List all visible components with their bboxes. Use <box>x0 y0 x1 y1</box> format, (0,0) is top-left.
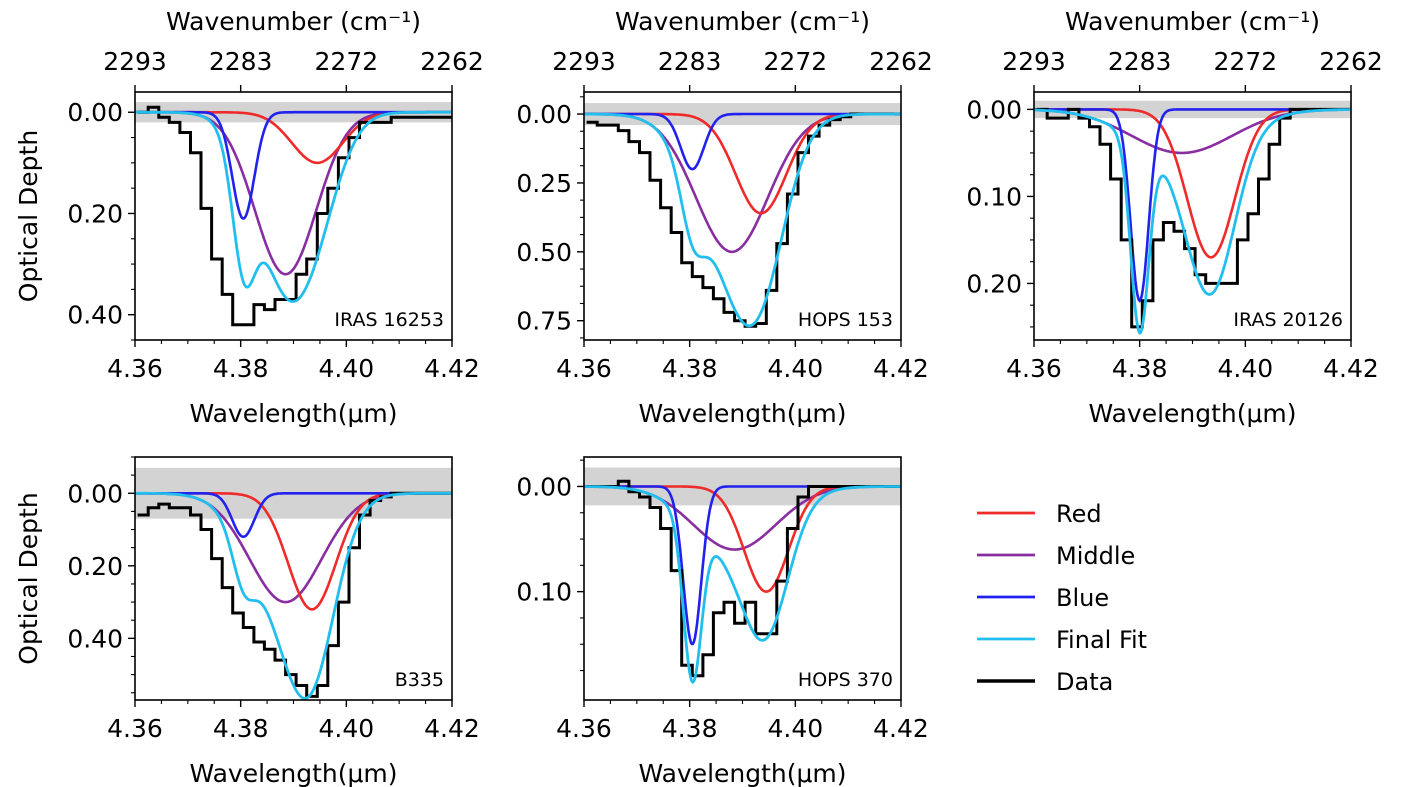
panel-3: 4.36 4.38 4.40 4.42 Wavelength(μm) 0.00 0.10 0.… <box>966 7 1382 428</box>
source-label: HOPS 370 <box>798 669 893 691</box>
y-tick-label: 0.10 <box>516 578 572 607</box>
source-label: B335 <box>395 669 444 691</box>
y-tick-label: 0.40 <box>67 301 123 330</box>
y-tick-label: 0.20 <box>966 269 1022 298</box>
x-axis-label: Wavelength(μm) <box>1088 399 1296 428</box>
y-tick-label: 0.40 <box>67 624 123 653</box>
plot-area <box>1034 100 1351 335</box>
middle-component-line <box>584 112 901 254</box>
x-tick-label: 4.42 <box>1323 354 1379 383</box>
x-tick-label: 4.38 <box>213 354 269 383</box>
data-step-line <box>586 479 901 678</box>
y-tick-label: 0.10 <box>966 182 1022 211</box>
x-tick-label: 4.38 <box>662 714 718 743</box>
panel-1: 4.36 4.38 4.40 4.42 Wavelength(μm) 0.00 0.20 0.… <box>14 7 484 428</box>
final-fit-line <box>584 112 901 328</box>
x-tick-label: 4.40 <box>767 714 823 743</box>
final-fit-line <box>135 491 452 700</box>
y-tick-label: 0.00 <box>516 472 572 501</box>
top-tick-label: 2293 <box>103 47 167 76</box>
top-tick-label: 2262 <box>869 47 933 76</box>
x-tick-label: 4.38 <box>662 354 718 383</box>
y-tick-label: 0.00 <box>67 479 123 508</box>
plot-area <box>135 102 452 327</box>
legend-label-data: Data <box>1056 668 1113 696</box>
legend: Red Middle Blue Final Fit Data <box>977 500 1147 696</box>
x-axis-label: Wavelength(μm) <box>638 759 846 787</box>
data-step-line <box>137 491 452 698</box>
x-tick-label: 4.40 <box>767 354 823 383</box>
x-tick-label: 4.42 <box>424 714 480 743</box>
x-tick-label: 4.36 <box>1006 354 1062 383</box>
panel-4: 4.36 4.38 4.40 4.42 Wavelength(μm) 0.00 0.20 0.… <box>14 456 480 787</box>
x-tick-label: 4.42 <box>873 354 929 383</box>
x-tick-label: 4.36 <box>556 354 612 383</box>
y-tick-label: 0.50 <box>516 238 572 267</box>
final-fit-line <box>135 110 452 303</box>
y-tick-label: 0.00 <box>67 98 123 127</box>
top-tick-label: 2283 <box>209 47 273 76</box>
plot-area <box>584 467 901 685</box>
top-tick-label: 2293 <box>552 47 616 76</box>
x-tick-label: 4.40 <box>318 354 374 383</box>
red-component-line <box>1034 108 1351 259</box>
blue-component-line <box>584 485 901 646</box>
x-tick-label: 4.36 <box>556 714 612 743</box>
data-step-line <box>586 112 901 328</box>
final-fit-line <box>584 485 901 685</box>
x-tick-label: 4.40 <box>1217 354 1273 383</box>
source-label: IRAS 20126 <box>1233 309 1343 331</box>
data-step-line <box>137 105 452 327</box>
top-tick-label: 2262 <box>1319 47 1383 76</box>
top-tick-label: 2293 <box>1002 47 1066 76</box>
x-tick-label: 4.42 <box>873 714 929 743</box>
legend-label-red: Red <box>1056 500 1102 528</box>
x-tick-label: 4.40 <box>318 714 374 743</box>
plot-area <box>135 467 452 700</box>
y-tick-label: 0.20 <box>67 552 123 581</box>
blue-component-line <box>1034 108 1351 303</box>
x-axis-label: Wavelength(μm) <box>189 399 397 428</box>
final-fit-line <box>1034 108 1351 335</box>
x-tick-label: 4.38 <box>213 714 269 743</box>
source-label: HOPS 153 <box>798 309 893 331</box>
data-step-line <box>1036 107 1351 329</box>
x-tick-label: 4.38 <box>1112 354 1168 383</box>
y-tick-label: 0.00 <box>966 95 1022 124</box>
top-axis-label: Wavenumber (cm⁻¹) <box>166 7 421 36</box>
legend-label-middle: Middle <box>1056 542 1135 570</box>
x-tick-label: 4.36 <box>107 354 163 383</box>
top-tick-label: 2272 <box>315 47 379 76</box>
x-tick-label: 4.42 <box>424 354 480 383</box>
axes-frame <box>583 91 902 341</box>
legend-label-final: Final Fit <box>1056 626 1147 654</box>
y-tick-label: 0.20 <box>67 199 123 228</box>
top-axis-label: Wavenumber (cm⁻¹) <box>1065 7 1320 36</box>
legend-label-blue: Blue <box>1056 584 1109 612</box>
red-component-line <box>584 112 901 215</box>
plot-area <box>584 103 901 328</box>
y-tick-label: 0.75 <box>516 307 572 336</box>
x-axis-label: Wavelength(μm) <box>638 399 846 428</box>
top-axis-label: Wavenumber (cm⁻¹) <box>615 7 870 36</box>
x-tick-label: 4.36 <box>107 714 163 743</box>
y-axis-label: Optical Depth <box>14 492 43 664</box>
y-tick-label: 0.25 <box>516 169 572 198</box>
middle-component-line <box>135 110 452 276</box>
y-axis-label: Optical Depth <box>14 130 43 302</box>
top-tick-label: 2283 <box>658 47 722 76</box>
source-label: IRAS 16253 <box>334 309 444 331</box>
x-axis-label: Wavelength(μm) <box>189 759 397 787</box>
top-tick-label: 2262 <box>420 47 484 76</box>
top-tick-label: 2272 <box>1214 47 1278 76</box>
top-tick-label: 2283 <box>1108 47 1172 76</box>
blue-component-line <box>135 110 452 220</box>
panel-5: 4.36 4.38 4.40 4.42 Wavelength(μm) 0.00 0.10 HO… <box>516 456 929 787</box>
panel-2: 4.36 4.38 4.40 4.42 Wavelength(μm) 0.00 0.25 0.… <box>516 7 932 428</box>
y-tick-label: 0.00 <box>516 100 572 129</box>
top-tick-label: 2272 <box>764 47 828 76</box>
